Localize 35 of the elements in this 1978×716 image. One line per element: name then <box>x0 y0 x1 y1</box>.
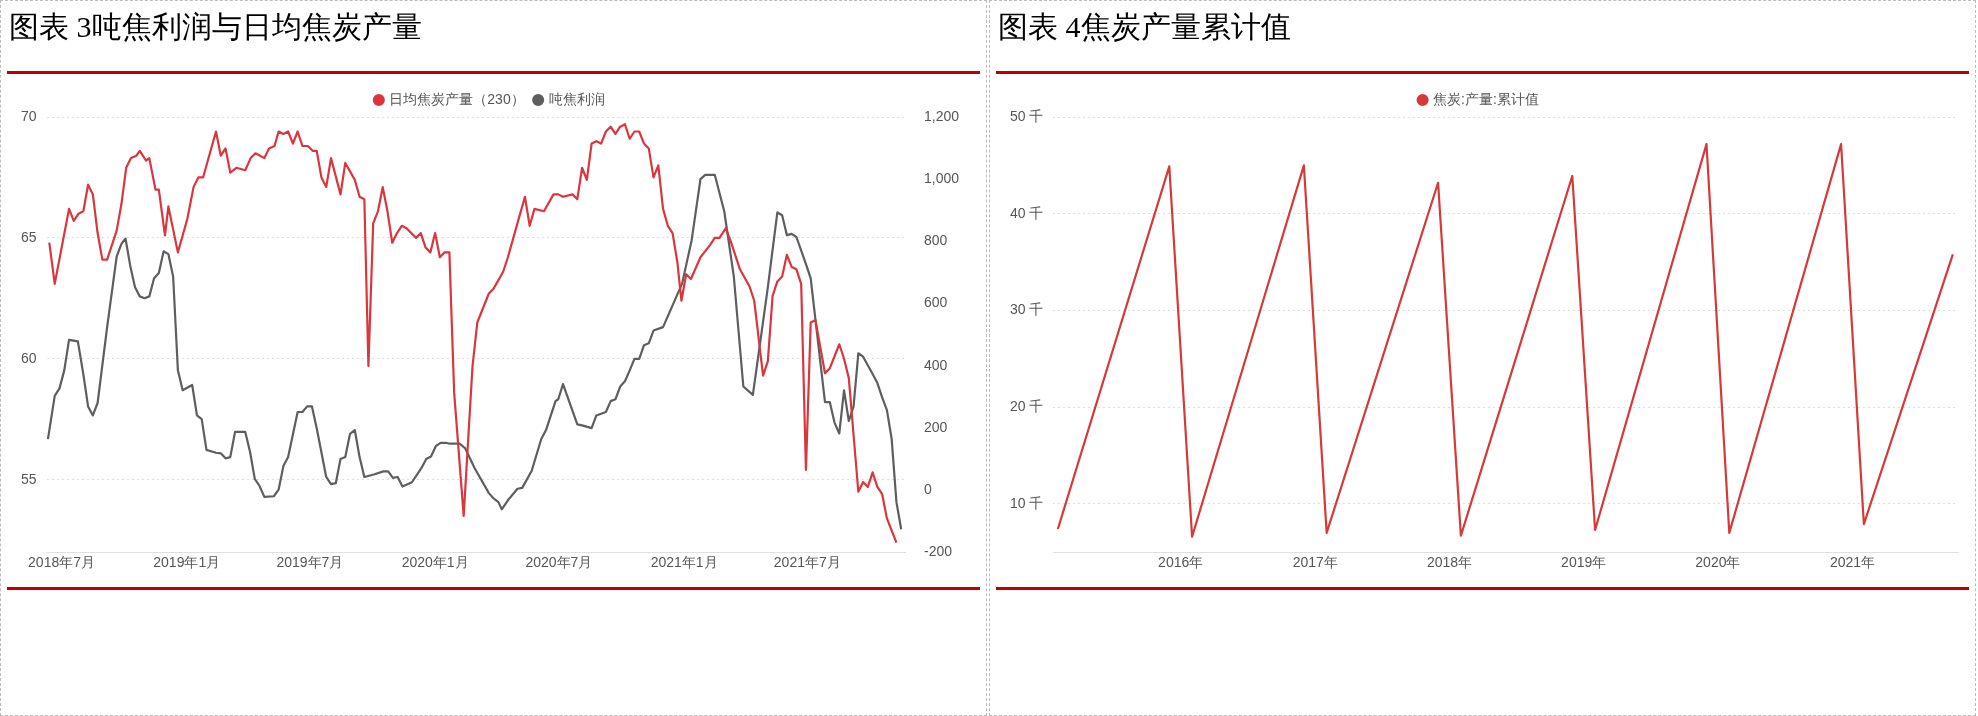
x-tick-label: 2021年 <box>1829 554 1876 571</box>
y2-tick-label: 400 <box>923 356 948 373</box>
y-tick-label: 20 千 <box>1009 397 1044 414</box>
y2-tick-label: 600 <box>923 294 948 311</box>
y-tick-label: 50 千 <box>1009 107 1044 124</box>
y2-tick-label: -200 <box>923 543 953 560</box>
chart-title: 图表 4焦炭产量累计值 <box>998 9 1291 45</box>
x-tick-label: 2019年7月 <box>276 554 344 571</box>
y-tick-label: 55 <box>20 470 37 487</box>
x-tick-label: 2020年7月 <box>525 554 593 571</box>
x-tick-label: 2021年1月 <box>650 554 718 571</box>
x-tick-label: 2019年1月 <box>153 554 221 571</box>
chart-title: 图表 3吨焦利润与日均焦炭产量 <box>9 9 422 45</box>
y-tick-label: 40 千 <box>1009 204 1044 221</box>
y2-tick-label: 800 <box>923 232 948 249</box>
legend-label: 日均焦炭产量（230） <box>389 90 525 107</box>
y2-tick-label: 200 <box>923 418 948 435</box>
x-tick-label: 2019年 <box>1561 554 1607 571</box>
y2-tick-label: 1,200 <box>923 107 960 124</box>
y2-tick-label: 1,000 <box>923 170 960 187</box>
x-tick-label: 2021年7月 <box>773 554 841 571</box>
y-tick-label: 70 <box>20 107 37 124</box>
x-tick-label: 2018年 <box>1426 554 1473 571</box>
x-tick-label: 2016年 <box>1158 554 1204 571</box>
legend-label: 吨焦利润 <box>548 90 605 107</box>
x-tick-label: 2020年 <box>1695 554 1741 571</box>
y-tick-label: 60 <box>20 349 37 366</box>
x-tick-label: 2017年 <box>1292 554 1338 571</box>
x-tick-label: 2020年1月 <box>401 554 469 571</box>
legend-label: 焦炭:产量:累计值 <box>1433 90 1539 107</box>
x-tick-label: 2018年7月 <box>28 554 96 571</box>
y-tick-label: 65 <box>20 228 37 245</box>
y-tick-label: 30 千 <box>1009 301 1044 318</box>
y2-tick-label: 0 <box>923 480 932 497</box>
y-tick-label: 10 千 <box>1009 494 1044 511</box>
